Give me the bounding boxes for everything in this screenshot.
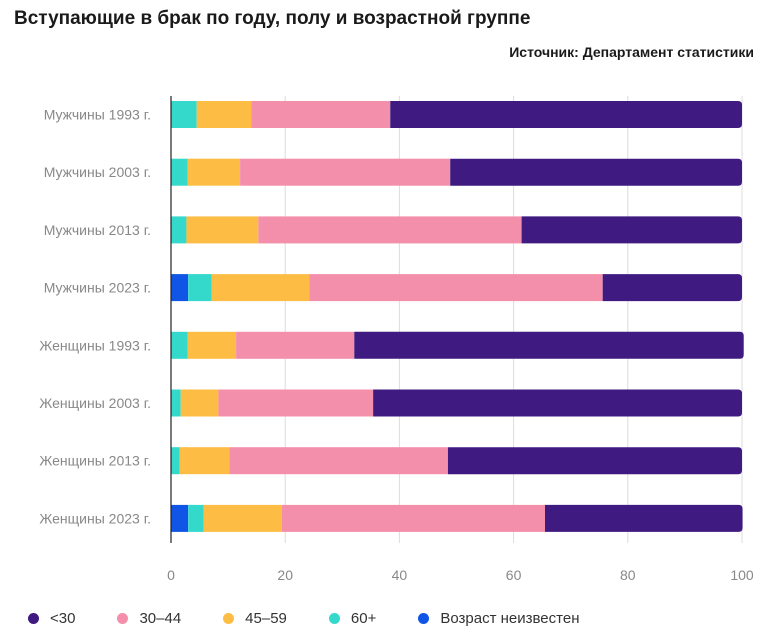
bar-segment [171, 389, 181, 417]
category-label: Женщины 2003 г. [39, 395, 151, 411]
legend-label: 45–59 [245, 610, 287, 627]
bar-segment [171, 504, 189, 532]
bar-segment [229, 447, 448, 475]
legend-swatch [223, 613, 235, 624]
bar-segment [171, 331, 188, 359]
bar-segment [171, 216, 187, 244]
legend-swatch [28, 613, 39, 624]
bar-segment [179, 447, 230, 475]
legend-item: 60+ [328, 610, 377, 627]
legend-swatch [328, 613, 340, 624]
category-label: Женщины 1993 г. [39, 337, 151, 353]
legend-item: 45–59 [223, 610, 287, 627]
x-tick-label: 60 [506, 567, 522, 583]
bar-segment [180, 389, 219, 417]
x-tick-label: 80 [620, 567, 636, 583]
legend-label: <30 [50, 610, 76, 627]
bar-segment [258, 216, 522, 244]
chart-title: Вступающие в брак по году, полу и возрас… [14, 8, 531, 29]
legend-label: Возраст неизвестен [440, 610, 580, 627]
stacked-bar-chart: 0 20 40 60 80 100 Мужчины 1993 г. Мужчины 2003 … [39, 96, 754, 583]
legend-item: Возраст неизвестен [418, 610, 579, 627]
legend-swatch [418, 613, 430, 624]
bar-segment [545, 504, 743, 532]
x-tick-label: 0 [167, 567, 175, 583]
bar-segment [188, 504, 204, 532]
bar-segment [218, 389, 374, 417]
category-label: Мужчины 1993 г. [44, 107, 151, 123]
bar-segment [521, 216, 742, 244]
legend-item: 30–44 [117, 610, 181, 627]
bar-segment [171, 101, 197, 128]
legend-item: <30 [28, 610, 75, 627]
category-label: Женщины 2023 г. [39, 510, 151, 526]
x-tick-label: 20 [277, 567, 293, 583]
bar-segment [281, 504, 546, 532]
bar-segment [240, 158, 451, 186]
bar-segment [251, 101, 391, 128]
bar-segment [203, 504, 282, 532]
bar-segment [236, 331, 355, 359]
bar-segment [186, 216, 259, 244]
bar-segment [211, 274, 310, 302]
bar-segment [602, 274, 742, 302]
x-tick-label: 100 [730, 567, 754, 583]
bar-segment [187, 331, 237, 359]
category-label: Мужчины 2023 г. [44, 280, 151, 296]
category-label: Мужчины 2013 г. [44, 222, 151, 238]
bar-segment [171, 274, 189, 302]
x-tick-label: 40 [392, 567, 408, 583]
category-label: Женщины 2013 г. [39, 453, 151, 469]
legend-swatch [117, 613, 129, 624]
category-label: Мужчины 2003 г. [44, 164, 151, 180]
bar-segment [309, 274, 603, 302]
bar-segment [188, 274, 212, 302]
bar-segment [390, 101, 742, 128]
bar-segment [187, 158, 241, 186]
bar-segment [171, 158, 188, 186]
bar-segment [447, 447, 742, 475]
bar-segment [196, 101, 252, 128]
legend-label: 60+ [350, 610, 377, 627]
bar-segment [354, 331, 744, 359]
bar-segment [171, 447, 180, 475]
chart-legend: <30 30–44 45–59 60+ Возраст неизвестен [28, 610, 621, 627]
chart-source: Источник: Департамент статистики [509, 44, 754, 60]
bar-segment [373, 389, 742, 417]
bar-segment [450, 158, 742, 186]
legend-label: 30–44 [139, 610, 182, 627]
